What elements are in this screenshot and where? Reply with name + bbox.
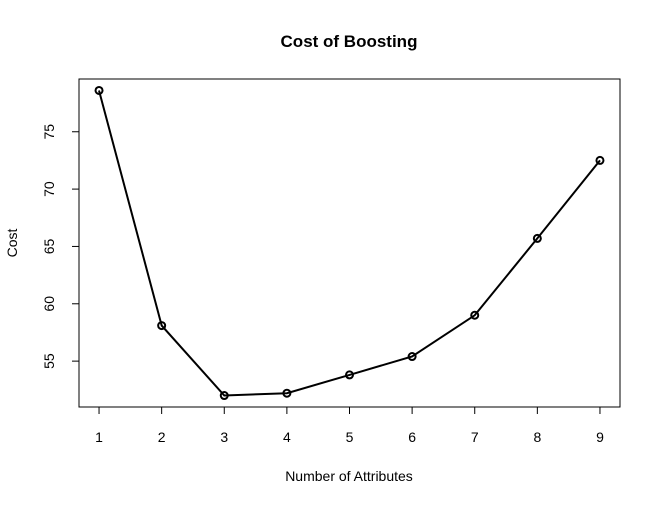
data-point [532,233,542,243]
x-tick-label: 6 [408,429,416,445]
data-point [219,391,229,401]
data-point [595,155,605,165]
x-tick-label: 3 [220,429,228,445]
y-tick-label: 75 [41,124,57,140]
plot-frame [78,78,621,408]
x-tick-label: 7 [471,429,479,445]
x-tick-label: 1 [95,429,103,445]
y-tick-label: 70 [41,181,57,197]
data-point [157,321,167,331]
x-tick-label: 4 [283,429,291,445]
data-point [470,310,480,320]
y-tick-label: 55 [41,353,57,369]
y-axis: 55 60 65 70 75 [41,124,80,369]
data-point [282,388,292,398]
x-tick-label: 2 [158,429,166,445]
chart-title: Cost of Boosting [281,32,418,51]
y-tick-label: 60 [41,296,57,312]
data-point [94,85,104,95]
data-point [407,352,417,362]
data-series [94,85,605,401]
series-line [98,90,601,397]
x-tick-label: 9 [596,429,604,445]
data-point [345,370,354,380]
x-axis: 1 2 3 4 5 6 7 8 9 [95,406,604,445]
x-axis-label: Number of Attributes [285,468,413,484]
x-tick-label: 5 [346,429,354,445]
y-axis-label: Cost [4,229,20,258]
x-tick-label: 8 [533,429,541,445]
y-tick-label: 65 [41,238,57,254]
